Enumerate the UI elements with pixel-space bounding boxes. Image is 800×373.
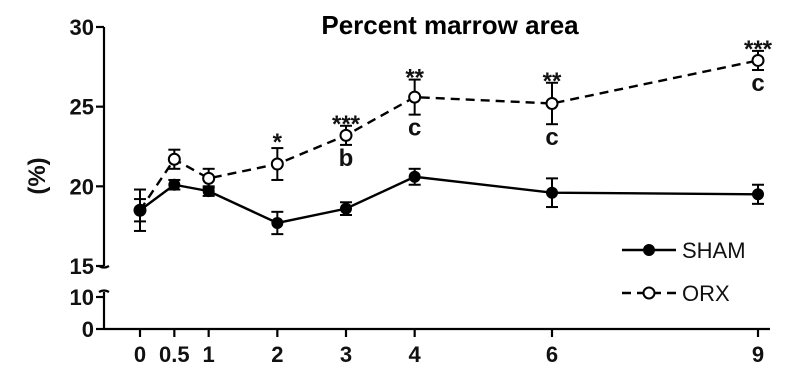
significance-stars: ** (405, 65, 424, 92)
legend-item-sham: SHAM (622, 238, 746, 263)
y-axis-label: (%) (24, 157, 51, 194)
y-tick-label: 15 (70, 254, 94, 279)
x-tick-label: 1 (203, 342, 215, 367)
data-point-orx (167, 152, 181, 166)
x-tick-label: 9 (752, 342, 764, 367)
significance-stars: *** (744, 36, 773, 63)
axis-break-bottom (98, 289, 110, 293)
x-tick-label: 4 (409, 342, 422, 367)
significance-annotations: ****b**c**c***c (273, 36, 773, 172)
series-sham (134, 167, 764, 236)
x-tick-label: 0 (134, 342, 146, 367)
series-line-orx (139, 59, 759, 211)
data-point-sham (134, 204, 146, 217)
legend-marker (643, 244, 655, 256)
data-point-sham (168, 178, 181, 191)
legend-label: ORX (682, 281, 730, 306)
data-point-orx (339, 128, 353, 142)
data-point-orx (545, 96, 559, 110)
y-tick-label: 0 (82, 317, 94, 342)
significance-stars: *** (332, 111, 361, 138)
data-point-sham (546, 186, 558, 199)
data-point-orx (202, 171, 216, 185)
legend-item-orx: ORX (622, 281, 730, 306)
data-point-sham (340, 202, 352, 215)
y-tick-label: 20 (70, 174, 94, 199)
significance-letter: c (751, 70, 764, 97)
legend-marker (642, 286, 656, 300)
series-orx (133, 49, 765, 232)
y-tick-label: 25 (70, 95, 94, 120)
significance-letter: c (545, 124, 558, 151)
x-tick-label: 0.5 (159, 342, 190, 367)
data-point-orx (751, 53, 765, 67)
y-tick-label: 10 (70, 285, 94, 310)
y-tick-label: 30 (70, 15, 94, 40)
x-tick-label: 3 (340, 342, 352, 367)
x-tick-label: 2 (271, 342, 283, 367)
data-point-sham (408, 170, 421, 183)
x-tick-label: 6 (546, 342, 558, 367)
data-point-orx (270, 157, 284, 171)
chart-title: Percent marrow area (321, 10, 579, 40)
legend-label: SHAM (682, 238, 746, 263)
legend: SHAM ORX (622, 238, 746, 306)
series-line-sham (139, 175, 759, 225)
significance-letter: c (408, 115, 421, 142)
axes: 15 20 25 30 0 10 0 0.5 1 2 3 4 6 9 (70, 15, 770, 367)
data-point-orx (408, 90, 422, 104)
data-point-sham (271, 216, 284, 229)
significance-stars: * (273, 129, 283, 156)
significance-letter: b (339, 145, 354, 172)
significance-stars: ** (543, 68, 562, 95)
data-point-sham (202, 185, 215, 198)
data-point-sham (752, 188, 764, 201)
series-layer (133, 49, 765, 236)
